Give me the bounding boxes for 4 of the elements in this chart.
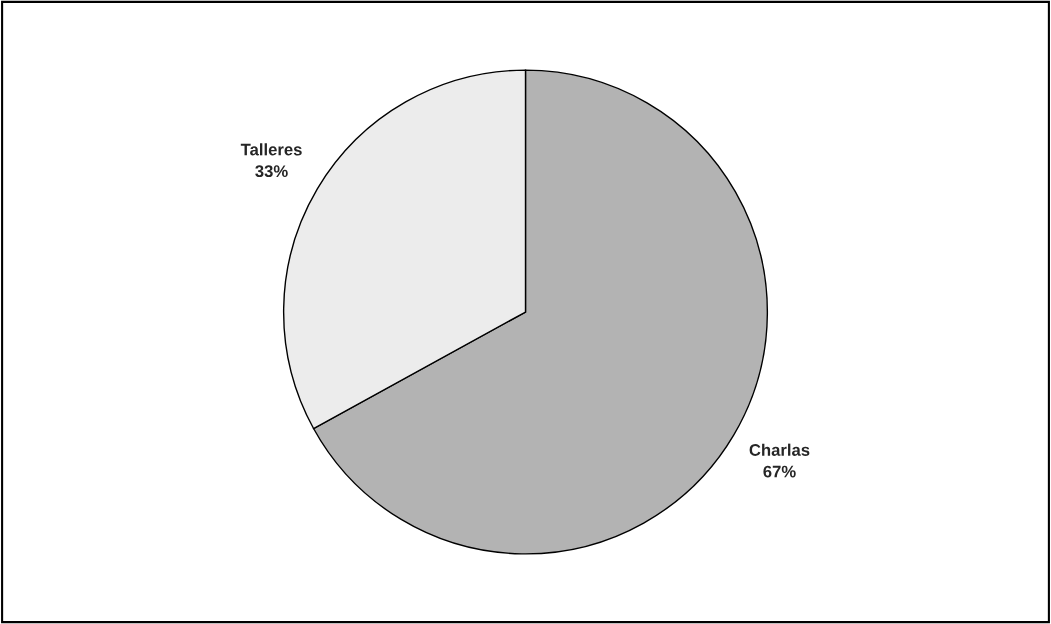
slice-label: Talleres [240,143,302,156]
slice-label: Charlas [749,443,810,456]
data-label: 67% [763,465,796,478]
data-label: 33% [255,165,288,178]
